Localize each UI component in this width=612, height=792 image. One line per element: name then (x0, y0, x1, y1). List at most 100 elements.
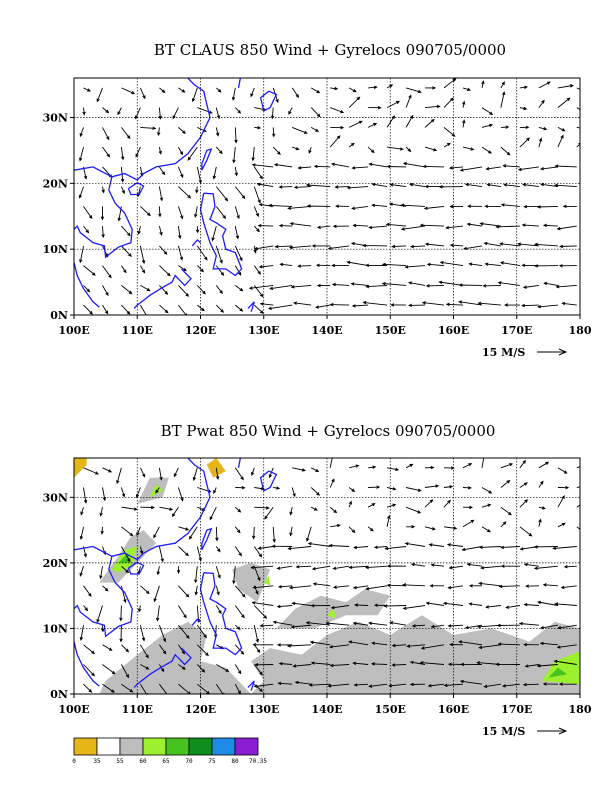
wind-vector (385, 222, 407, 227)
coastline-segment (237, 78, 242, 89)
wind-vector (479, 222, 501, 227)
wind-vector (232, 566, 236, 585)
chart-title-2: BT Pwat 850 Wind + Gyrelocs 090705/0000 (161, 422, 496, 440)
wind-vector (330, 605, 350, 610)
wind-vector (327, 245, 350, 251)
wind-vector (576, 87, 580, 90)
wind-vector (253, 166, 263, 180)
wind-vector (462, 119, 466, 128)
wind-vector (406, 524, 416, 529)
wind-vector (373, 545, 388, 549)
colorbar-label: 75 (208, 758, 216, 765)
wind-vector (251, 601, 274, 606)
wind-vectors-1 (78, 78, 580, 315)
wind-vector (386, 115, 395, 128)
wind-vector (83, 467, 100, 475)
wind-vector (140, 585, 150, 595)
y-tick-label: 30N (43, 112, 68, 125)
wind-vector (196, 664, 206, 673)
wind-vector (409, 244, 426, 249)
wind-vector (468, 262, 483, 267)
wind-vector (405, 94, 412, 108)
wind-vector (481, 503, 492, 508)
wind-vector (257, 223, 274, 228)
colorbar-label: 35 (93, 758, 101, 765)
wind-vector (563, 565, 577, 569)
wind-vector (159, 644, 167, 655)
wind-vector (462, 245, 483, 251)
wind-vector (159, 87, 166, 94)
coastline-segment (74, 262, 100, 308)
wind-vector (371, 641, 388, 646)
wind-vector (83, 487, 88, 504)
wind-vector (291, 487, 296, 498)
gridlines-2 (74, 458, 580, 694)
wind-vector (121, 526, 134, 537)
wind-vector (234, 546, 243, 557)
wind-vector (253, 206, 259, 218)
colorbar-swatch (96, 737, 121, 756)
wind-vector (78, 146, 84, 162)
wind-vector (523, 642, 539, 647)
wind-vector (137, 225, 141, 235)
wind-vector (139, 87, 146, 100)
x-tick-label: 120E (185, 703, 216, 716)
wind-vector (269, 284, 293, 291)
wind-vector (542, 583, 558, 587)
wind-vector (462, 463, 473, 469)
wind-vector (388, 202, 407, 207)
wind-vector (253, 265, 261, 275)
wind-vector (215, 285, 223, 295)
x-tick-label: 110E (122, 703, 153, 716)
wind-vector (348, 142, 355, 148)
wind-vector (554, 183, 577, 188)
wind-vector (178, 265, 187, 272)
wind-vector (234, 127, 238, 144)
wind-vector (135, 146, 141, 158)
wind-vector (500, 521, 507, 528)
wind-vector (536, 205, 558, 209)
wind-vector (367, 146, 375, 154)
wind-vector (559, 244, 577, 249)
wind-vector (462, 87, 472, 92)
wind-vector (330, 107, 345, 114)
wind-vector (462, 519, 475, 528)
wind-vector (390, 303, 407, 307)
wind-vector (538, 506, 546, 510)
wind-vector (83, 683, 93, 693)
wind-vector (178, 585, 190, 598)
wind-vector (500, 125, 510, 129)
wind-vector (329, 478, 335, 488)
wind-vector (387, 146, 404, 151)
wind-vector (102, 265, 112, 279)
wind-vector (500, 545, 520, 550)
wind-vector (495, 662, 520, 667)
coastline-segment (133, 647, 192, 688)
x-tick-label: 170E (501, 324, 532, 337)
coastline-segment (74, 78, 211, 181)
wind-vector (194, 585, 198, 596)
wind-vector (367, 526, 374, 532)
wind-vector (445, 225, 464, 230)
wind-vector (365, 585, 388, 591)
pwat-contour-region (263, 576, 271, 586)
wind-vector (484, 262, 501, 267)
wind-vector (310, 107, 321, 118)
wind-vector (425, 86, 437, 90)
wind-vector (555, 284, 577, 289)
wind-vector (155, 605, 160, 622)
wind-vector (192, 467, 198, 481)
wind-vector (362, 243, 388, 248)
wind-vector (383, 604, 407, 608)
wind-vector (278, 223, 293, 228)
wind-vector (197, 304, 205, 312)
wind-vector (178, 664, 186, 670)
colorbar-swatch (188, 737, 213, 756)
wind-vector (259, 624, 274, 628)
wind-vector (554, 602, 577, 606)
wind-vector (329, 644, 350, 649)
wind-vector (500, 463, 514, 469)
wind-vector (139, 546, 144, 555)
wind-vector (178, 285, 190, 297)
